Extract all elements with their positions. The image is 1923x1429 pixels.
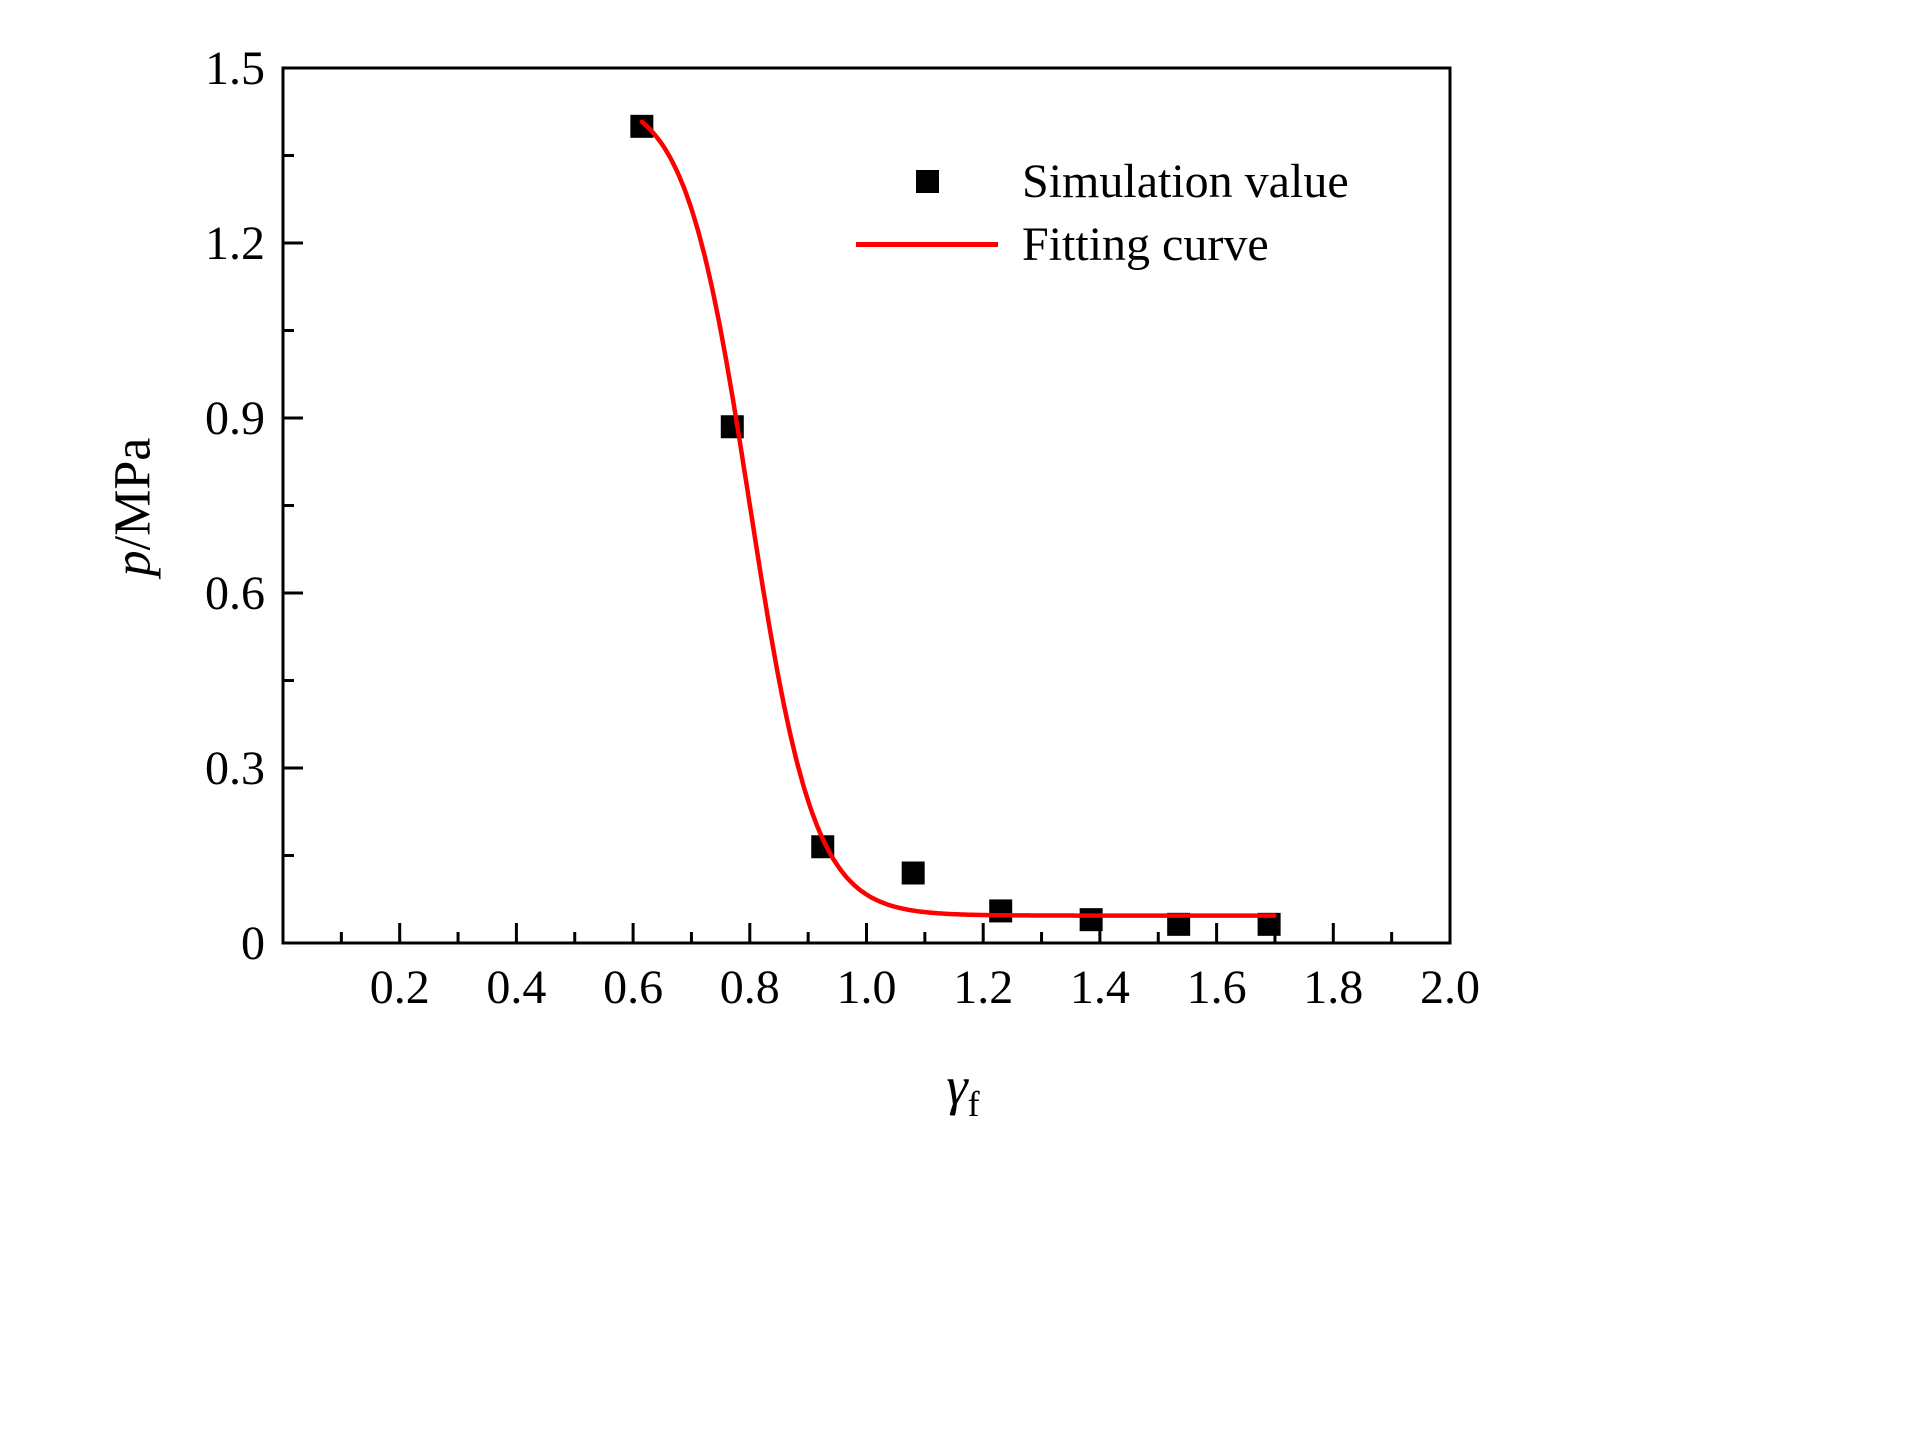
x-tick-label: 1.4 [1070,961,1130,1014]
legend-label-fitting-curve: Fitting curve [1022,218,1269,271]
data-point-marker [1079,908,1103,932]
x-tick-label: 1.6 [1187,961,1247,1014]
y-tick-label: 1.2 [205,217,265,270]
legend-square-marker-icon [915,170,939,193]
legend-swatch-area [856,170,998,193]
x-tick-label: 0.8 [720,961,780,1014]
x-tick-label: 0.2 [370,961,430,1014]
legend-item-simulation-value: Simulation value [856,150,1349,213]
y-tick-label: 0.3 [205,742,265,795]
data-point-marker [630,114,654,138]
x-tick-label: 1.0 [837,961,897,1014]
legend: Simulation value Fitting curve [856,150,1349,276]
data-point-marker [1257,912,1281,936]
y-axis-label-symbol: p [104,550,162,577]
x-tick-label: 0.4 [486,961,546,1014]
y-axis-label: p/MPa [104,438,163,577]
x-axis-ticks [339,923,1452,943]
x-axis-label: γf [946,1055,979,1122]
x-axis-tick-labels: 0.2 0.4 0.6 0.8 1.0 1.2 1.4 1.6 1.8 2.0 [370,961,1480,1014]
data-point-marker [989,899,1013,923]
y-tick-label: 0 [241,917,265,970]
y-tick-label: 0.9 [205,392,265,445]
x-axis-label-subscript: f [967,1083,980,1124]
y-tick-label: 1.5 [205,42,265,95]
legend-item-fitting-curve: Fitting curve [856,213,1349,276]
x-tick-label: 2.0 [1420,961,1480,1014]
fitting-curve [639,119,1277,918]
data-point-marker [901,861,925,885]
x-tick-label: 1.2 [953,961,1013,1014]
y-axis-tick-labels: 0 0.3 0.6 0.9 1.2 1.5 [205,42,265,970]
x-tick-label: 0.6 [603,961,663,1014]
y-axis-ticks [283,66,303,857]
y-tick-label: 0.6 [205,567,265,620]
legend-swatch-area [856,242,998,247]
x-tick-label: 1.8 [1303,961,1363,1014]
x-axis-label-symbol: γ [946,1056,968,1116]
legend-label-simulation-value: Simulation value [1022,155,1349,208]
legend-line-swatch-icon [856,242,998,247]
y-axis-label-unit: /MPa [104,437,162,551]
data-point-marker [1167,912,1191,936]
